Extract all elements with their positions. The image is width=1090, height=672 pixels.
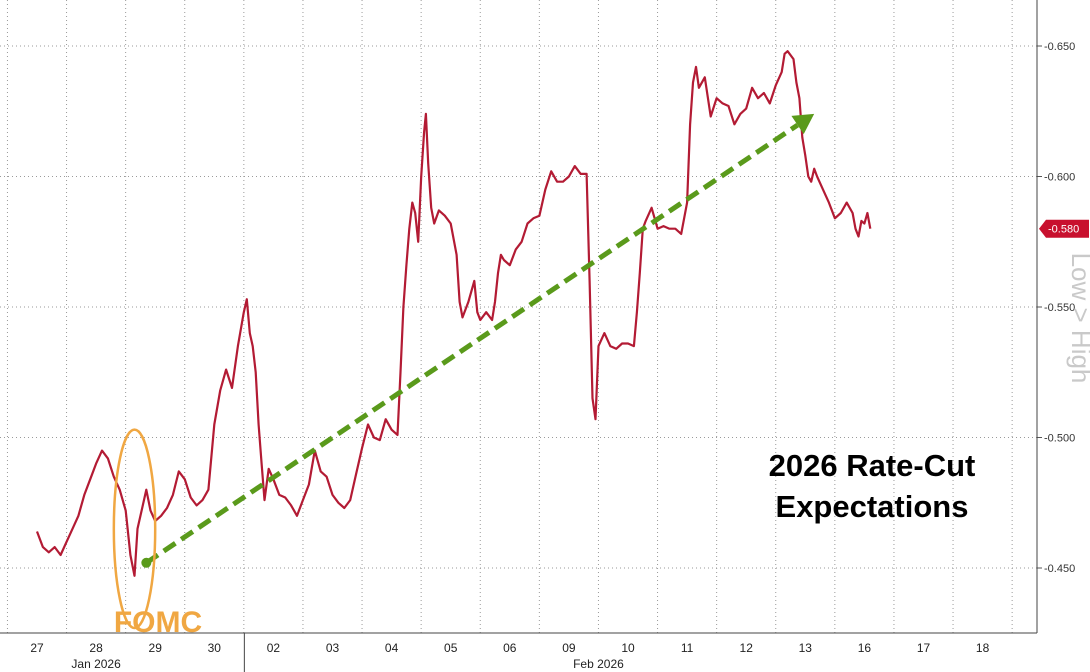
x-tick-label: 30 [208,641,222,655]
last-value-badge [1039,219,1089,238]
y-tick-label: -0.450 [1044,563,1075,575]
trend-arrow-start-dot [141,557,152,568]
x-tick-label: 05 [444,641,458,655]
side-label: Low > High [1066,253,1090,384]
x-tick-label: 16 [858,641,872,655]
y-tick-label: -0.650 [1044,41,1075,53]
x-tick-label: 10 [621,641,635,655]
fomc-annotation: FOMC [114,606,202,639]
x-tick-label: 28 [89,641,103,655]
annotation-layer [112,113,815,630]
plot-background [0,0,1037,633]
x-tick-label: 29 [149,641,163,655]
y-tick-label: -0.500 [1044,433,1075,445]
x-tick-label: 13 [799,641,813,655]
x-tick-label: 18 [976,641,990,655]
x-tick-label: 06 [503,641,517,655]
x-tick-label: 02 [267,641,281,655]
x-tick-label: 09 [562,641,576,655]
chart-title-line-2: Expectations [776,489,969,524]
x-tick-label: 11 [681,641,694,655]
month-label: Feb 2026 [573,657,624,671]
fomc-ellipse [112,428,157,630]
x-tick-label: 04 [385,641,399,655]
last-value-label: -0.580 [1048,224,1079,236]
series-layer [35,50,872,577]
month-label: Jan 2026 [71,657,121,671]
x-tick-label: 03 [326,641,340,655]
x-tick-label: 12 [740,641,754,655]
y-tick-label: -0.600 [1044,172,1075,184]
x-tick-label: 27 [30,641,44,655]
chart-title-line-1: 2026 Rate-Cut [769,448,976,483]
y-tick-label: -0.550 [1044,302,1075,314]
series-line [35,50,872,577]
trend-arrow-shaft [144,122,799,565]
trend-arrow-head [791,113,815,135]
x-tick-label: 17 [917,641,931,655]
